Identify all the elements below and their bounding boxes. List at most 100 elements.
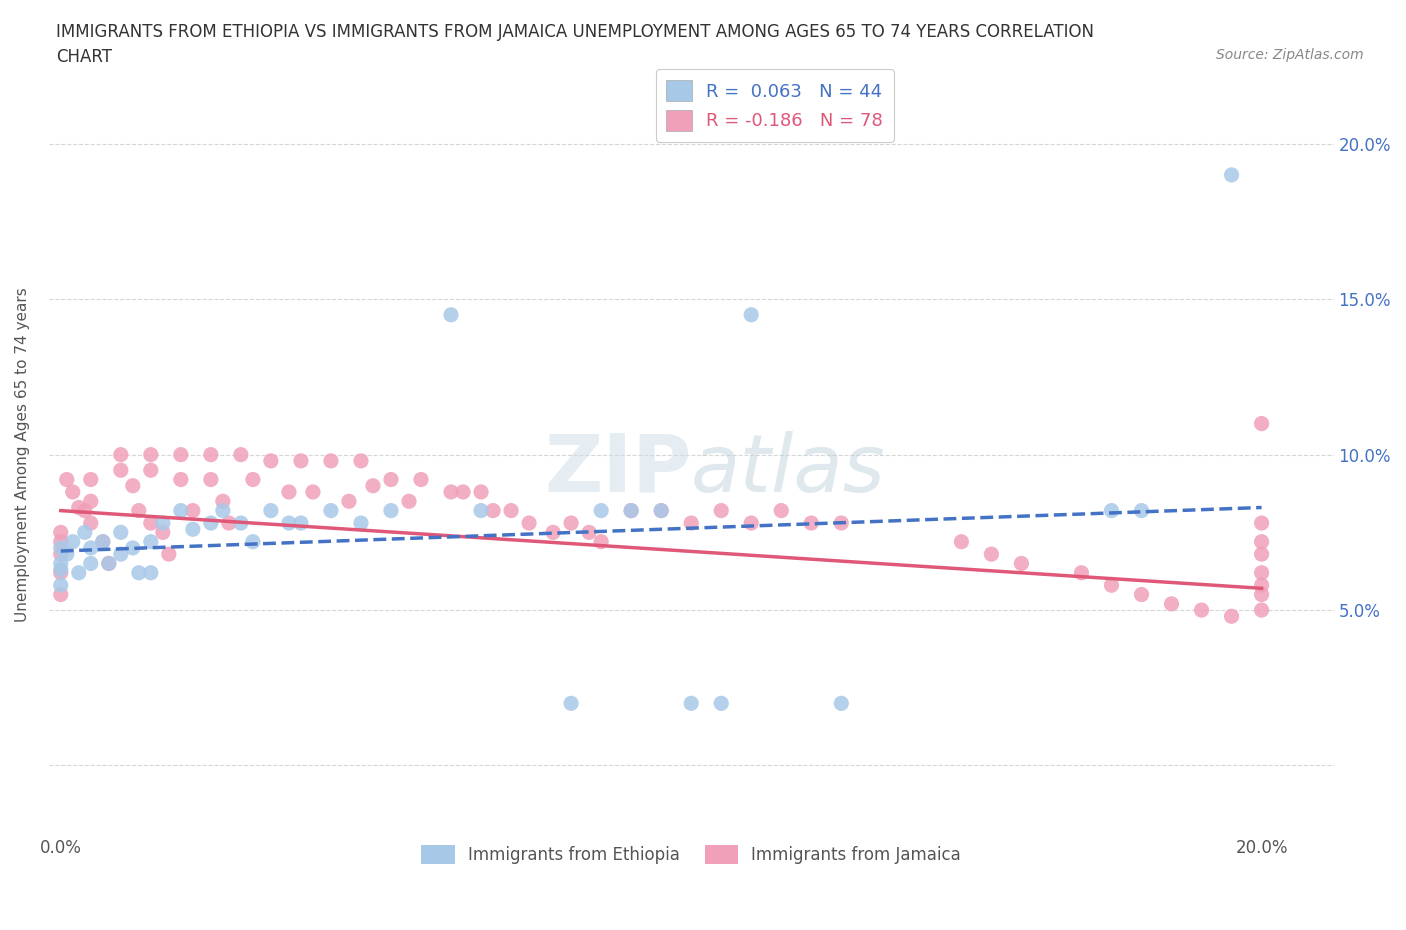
Point	[319, 454, 342, 469]
Point	[62, 485, 84, 499]
Point	[1191, 603, 1213, 618]
Point	[591, 503, 613, 518]
Point	[67, 565, 90, 580]
Point	[110, 547, 132, 562]
Point	[337, 494, 360, 509]
Point	[681, 696, 703, 711]
Point	[260, 454, 283, 469]
Point	[710, 696, 733, 711]
Point	[380, 472, 402, 487]
Point	[110, 525, 132, 539]
Point	[1250, 547, 1272, 562]
Point	[212, 503, 235, 518]
Point	[157, 547, 180, 562]
Point	[181, 522, 204, 537]
Point	[440, 307, 463, 322]
Point	[80, 515, 103, 530]
Point	[49, 556, 72, 571]
Point	[451, 485, 474, 499]
Point	[470, 485, 492, 499]
Text: Source: ZipAtlas.com: Source: ZipAtlas.com	[1216, 48, 1364, 62]
Point	[1250, 578, 1272, 592]
Point	[350, 515, 373, 530]
Point	[128, 565, 150, 580]
Point	[650, 503, 672, 518]
Point	[91, 534, 114, 549]
Point	[62, 534, 84, 549]
Point	[242, 472, 264, 487]
Point	[650, 503, 672, 518]
Point	[560, 515, 582, 530]
Point	[681, 515, 703, 530]
Point	[49, 547, 72, 562]
Point	[980, 547, 1002, 562]
Point	[740, 307, 762, 322]
Point	[1250, 515, 1272, 530]
Y-axis label: Unemployment Among Ages 65 to 74 years: Unemployment Among Ages 65 to 74 years	[15, 287, 30, 622]
Point	[200, 447, 222, 462]
Legend: Immigrants from Ethiopia, Immigrants from Jamaica: Immigrants from Ethiopia, Immigrants fro…	[415, 839, 967, 871]
Point	[290, 515, 312, 530]
Point	[302, 485, 325, 499]
Point	[361, 478, 384, 493]
Point	[800, 515, 823, 530]
Point	[139, 565, 162, 580]
Point	[80, 494, 103, 509]
Text: IMMIGRANTS FROM ETHIOPIA VS IMMIGRANTS FROM JAMAICA UNEMPLOYMENT AMONG AGES 65 T: IMMIGRANTS FROM ETHIOPIA VS IMMIGRANTS F…	[56, 23, 1094, 41]
Text: CHART: CHART	[56, 48, 112, 66]
Point	[49, 534, 72, 549]
Point	[97, 556, 120, 571]
Point	[139, 463, 162, 478]
Point	[49, 578, 72, 592]
Point	[277, 485, 299, 499]
Point	[1250, 534, 1272, 549]
Point	[170, 447, 193, 462]
Point	[1220, 167, 1243, 182]
Point	[229, 447, 252, 462]
Point	[200, 472, 222, 487]
Point	[1250, 603, 1272, 618]
Point	[620, 503, 643, 518]
Point	[499, 503, 522, 518]
Point	[139, 447, 162, 462]
Point	[260, 503, 283, 518]
Point	[80, 472, 103, 487]
Point	[55, 472, 77, 487]
Point	[1010, 556, 1032, 571]
Point	[152, 515, 174, 530]
Point	[290, 454, 312, 469]
Point	[121, 540, 143, 555]
Point	[578, 525, 600, 539]
Point	[152, 525, 174, 539]
Point	[830, 515, 852, 530]
Point	[80, 556, 103, 571]
Point	[55, 547, 77, 562]
Point	[49, 525, 72, 539]
Point	[482, 503, 505, 518]
Point	[218, 515, 240, 530]
Point	[1130, 503, 1153, 518]
Point	[212, 494, 235, 509]
Point	[591, 534, 613, 549]
Point	[49, 587, 72, 602]
Point	[1160, 596, 1182, 611]
Point	[181, 503, 204, 518]
Point	[541, 525, 564, 539]
Point	[380, 503, 402, 518]
Point	[770, 503, 793, 518]
Point	[121, 478, 143, 493]
Point	[620, 503, 643, 518]
Point	[1250, 587, 1272, 602]
Point	[470, 503, 492, 518]
Point	[110, 447, 132, 462]
Text: atlas: atlas	[692, 431, 886, 509]
Point	[73, 503, 96, 518]
Point	[67, 500, 90, 515]
Text: ZIP: ZIP	[544, 431, 692, 509]
Point	[170, 472, 193, 487]
Point	[139, 534, 162, 549]
Point	[560, 696, 582, 711]
Point	[91, 534, 114, 549]
Point	[242, 534, 264, 549]
Point	[440, 485, 463, 499]
